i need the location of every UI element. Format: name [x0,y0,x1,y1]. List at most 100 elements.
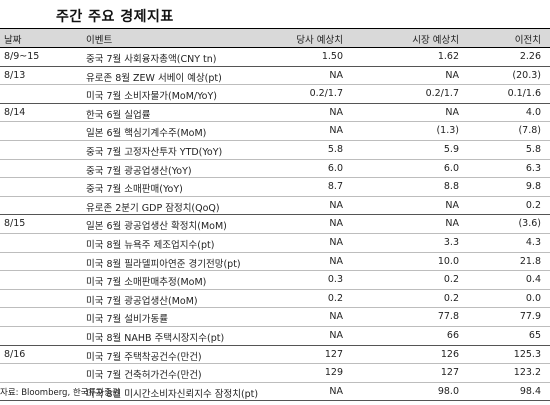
event-cell: 미국 8월 뉴욕주 제조업지수(pt) [86,239,215,251]
date-group: 8/16 미국 7월 주택착공건수(만건) 127 126 125.3 미국 7월 건축허… [0,346,550,402]
table-row: 8/15 일본 6월 광공업생산 확정치(MoM) NA NA (3.6) [0,215,550,233]
event-cell: 미국 7월 설비가동률 [86,314,169,326]
table-row: 미국 8월 미시간소비자신뢰지수 잠정치(pt) NA 98.0 98.4 [0,381,550,401]
estimate-cell: NA [329,69,343,81]
source-note: 자료: Bloomberg, 한국투자증권 [0,388,120,398]
previous-cell: 0.2 [525,199,541,211]
page-title: 주간 주요 경제지표 [56,9,174,25]
table-row: 8/13 유로존 8월 ZEW 서베이 예상(pt) NA NA (20.3) [0,67,550,85]
previous-cell: 21.8 [519,255,541,267]
event-cell: 유로존 8월 ZEW 서베이 예상(pt) [86,72,222,84]
event-cell: 중국 7월 광공업생산(YoY) [86,165,192,177]
event-cell: 미국 7월 건축허가건수(만건) [86,370,202,382]
table-row: 미국 8월 필라델피아연준 경기전망(pt) NA 10.0 21.8 [0,251,550,271]
estimate-cell: NA [329,199,343,211]
table-row: 중국 7월 고정자산투자 YTD(YoY) 5.8 5.9 5.8 [0,139,550,159]
date-group: 8/15 일본 6월 광공업생산 확정치(MoM) NA NA (3.6) 미국 8월 뉴… [0,215,550,346]
event-cell: 미국 8월 미시간소비자신뢰지수 잠정치(pt) [86,388,259,400]
estimate-cell: NA [329,329,343,341]
consensus-cell: (1.3) [436,125,459,137]
consensus-cell: 126 [440,348,459,360]
date-cell: 8/14 [4,106,26,118]
previous-cell: 98.4 [519,385,541,397]
consensus-cell: 0.2 [443,292,459,304]
estimate-cell: 6.0 [327,162,343,174]
consensus-cell: 6.0 [443,162,459,174]
event-cell: 유로존 2분기 GDP 잠정치(QoQ) [86,202,220,214]
previous-cell: (20.3) [512,69,541,81]
date-group: 8/9~15 중국 7월 사회융자총액(CNY tn) 1.50 1.62 2.26 [0,48,550,67]
estimate-cell: NA [329,125,343,137]
event-cell: 중국 7월 소매판매(YoY) [86,184,183,196]
date-cell: 8/15 [4,218,26,230]
estimate-cell: 0.3 [327,274,343,286]
event-cell: 한국 6월 실업률 [86,109,151,121]
previous-cell: 77.9 [519,311,541,323]
estimate-cell: NA [329,311,343,323]
consensus-cell: 0.2/1.7 [425,88,459,100]
table-body: 8/9~15 중국 7월 사회융자총액(CNY tn) 1.50 1.62 2.26 8/… [0,48,550,402]
previous-cell: 2.26 [519,51,541,62]
table-row: 중국 7월 소매판매(YoY) 8.7 8.8 9.8 [0,177,550,196]
table-row: 미국 7월 건축허가건수(만건) 129 127 123.2 [0,363,550,382]
consensus-cell: NA [445,199,459,211]
previous-cell: 123.2 [513,367,541,379]
event-cell: 미국 8월 NAHB 주택시장지수(pt) [86,332,225,344]
table-row: 미국 7월 소매판매추정(MoM) 0.3 0.2 0.4 [0,270,550,289]
event-cell: 미국 8월 필라델피아연준 경기전망(pt) [86,258,241,270]
date-cell: 8/13 [4,69,26,81]
date-cell: 8/9~15 [4,51,40,62]
consensus-cell: 8.8 [443,181,459,193]
table-row: 미국 8월 뉴욕주 제조업지수(pt) NA 3.3 4.3 [0,232,550,252]
consensus-cell: 66 [446,329,459,341]
previous-cell: (3.6) [518,218,541,230]
consensus-cell: 5.9 [443,143,459,155]
event-cell: 미국 7월 광공업생산(MoM) [86,295,198,307]
date-group: 8/14 한국 6월 실업률 NA NA 4.0 일본 6월 핵심기계수주(MoM) NA (… [0,104,550,216]
consensus-cell: 10.0 [437,255,459,267]
estimate-cell: 0.2 [327,292,343,304]
table-row: 유로존 2분기 GDP 잠정치(QoQ) NA NA 0.2 [0,195,550,215]
consensus-cell: NA [445,106,459,118]
previous-cell: 0.4 [525,274,541,286]
estimate-cell: 8.7 [327,181,343,193]
estimate-cell: 1.50 [321,51,343,62]
previous-cell: 0.0 [525,292,541,304]
event-cell: 미국 7월 소매판매추정(MoM) [86,277,207,289]
previous-cell: 0.1/1.6 [507,88,541,100]
table-header: 날짜 이벤트 당사 예상치 시장 예상치 이전치 [0,28,550,48]
event-cell: 미국 7월 주택착공건수(만건) [86,351,202,363]
event-cell: 일본 6월 핵심기계수주(MoM) [86,128,207,140]
consensus-cell: 127 [440,367,459,379]
table-row: 일본 6월 핵심기계수주(MoM) NA (1.3) (7.8) [0,121,550,140]
consensus-cell: 3.3 [443,236,459,248]
previous-cell: 6.3 [525,162,541,174]
table-row: 미국 7월 광공업생산(MoM) 0.2 0.2 0.0 [0,288,550,308]
table-row: 미국 7월 소비자물가(MoM/YoY) 0.2/1.7 0.2/1.7 0.1/1.… [0,84,550,103]
table-row: 미국 8월 NAHB 주택시장지수(pt) NA 66 65 [0,325,550,345]
previous-cell: 9.8 [525,181,541,193]
header-estimate: 당사 예상치 [296,35,343,46]
header-consensus: 시장 예상치 [412,35,459,46]
table-row: 8/16 미국 7월 주택착공건수(만건) 127 126 125.3 [0,346,550,364]
estimate-cell: 129 [324,367,343,379]
estimate-cell: 0.2/1.7 [309,88,343,100]
header-previous: 이전치 [514,35,541,46]
estimate-cell: NA [329,236,343,248]
consensus-cell: 1.62 [437,51,459,62]
previous-cell: 5.8 [525,143,541,155]
estimate-cell: NA [329,385,343,397]
event-cell: 미국 7월 소비자물가(MoM/YoY) [86,91,217,103]
date-cell: 8/16 [4,348,26,360]
indicator-table: 날짜 이벤트 당사 예상치 시장 예상치 이전치 8/9~15 중국 7월 사회융… [0,28,550,402]
estimate-cell: NA [329,106,343,118]
estimate-cell: 127 [324,348,343,360]
header-date: 날짜 [4,35,22,46]
previous-cell: 125.3 [513,348,541,360]
consensus-cell: NA [445,218,459,230]
header-event: 이벤트 [86,35,113,46]
estimate-cell: NA [329,218,343,230]
previous-cell: 65 [528,329,541,341]
consensus-cell: 98.0 [437,385,459,397]
